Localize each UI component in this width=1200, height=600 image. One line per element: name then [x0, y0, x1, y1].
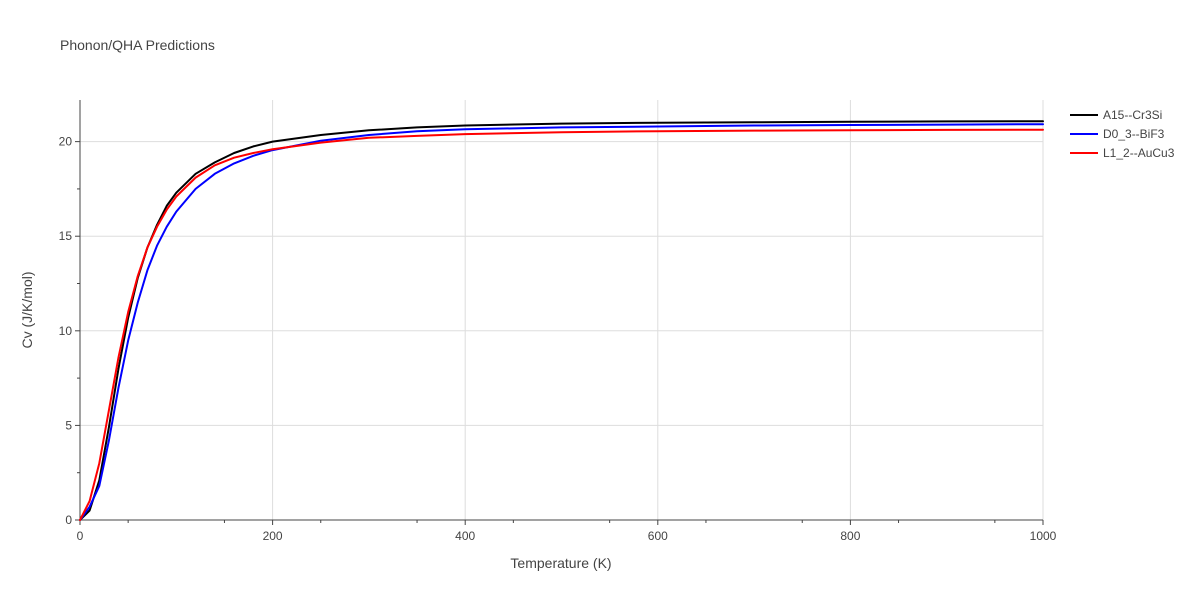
- legend-label: D0_3--BiF3: [1103, 127, 1165, 141]
- grid: [80, 100, 1044, 520]
- x-ticks: 0 200 400 600 800 1000: [77, 520, 1057, 543]
- y-tick-label: 20: [59, 135, 73, 149]
- x-axis-title: Temperature (K): [510, 555, 611, 571]
- chart-title: Phonon/QHA Predictions: [60, 37, 215, 53]
- legend-item-0[interactable]: A15--Cr3Si: [1070, 108, 1162, 122]
- y-tick-label: 5: [65, 418, 72, 432]
- x-tick-label: 1000: [1030, 529, 1057, 543]
- x-tick-label: 400: [455, 529, 475, 543]
- series-line-2: [79, 128, 1044, 521]
- legend-item-2[interactable]: L1_2--AuCu3: [1070, 146, 1175, 160]
- y-axis-title: Cv (J/K/mol): [19, 272, 35, 349]
- axes: [79, 100, 1043, 521]
- series-lines: [79, 120, 1044, 521]
- y-tick-label: 15: [59, 229, 73, 243]
- series-line-0: [79, 120, 1044, 521]
- x-tick-label: 600: [648, 529, 668, 543]
- y-ticks: 0 5 10 15 20: [59, 135, 80, 527]
- x-tick-label: 0: [77, 529, 84, 543]
- legend-label: L1_2--AuCu3: [1103, 146, 1175, 160]
- series-line-1: [79, 123, 1044, 521]
- legend-item-1[interactable]: D0_3--BiF3: [1070, 127, 1165, 141]
- legend-label: A15--Cr3Si: [1103, 108, 1162, 122]
- legend[interactable]: A15--Cr3Si D0_3--BiF3 L1_2--AuCu3: [1070, 108, 1175, 160]
- y-tick-label: 0: [65, 513, 72, 527]
- x-tick-label: 800: [840, 529, 860, 543]
- y-tick-label: 10: [59, 324, 73, 338]
- x-tick-label: 200: [263, 529, 283, 543]
